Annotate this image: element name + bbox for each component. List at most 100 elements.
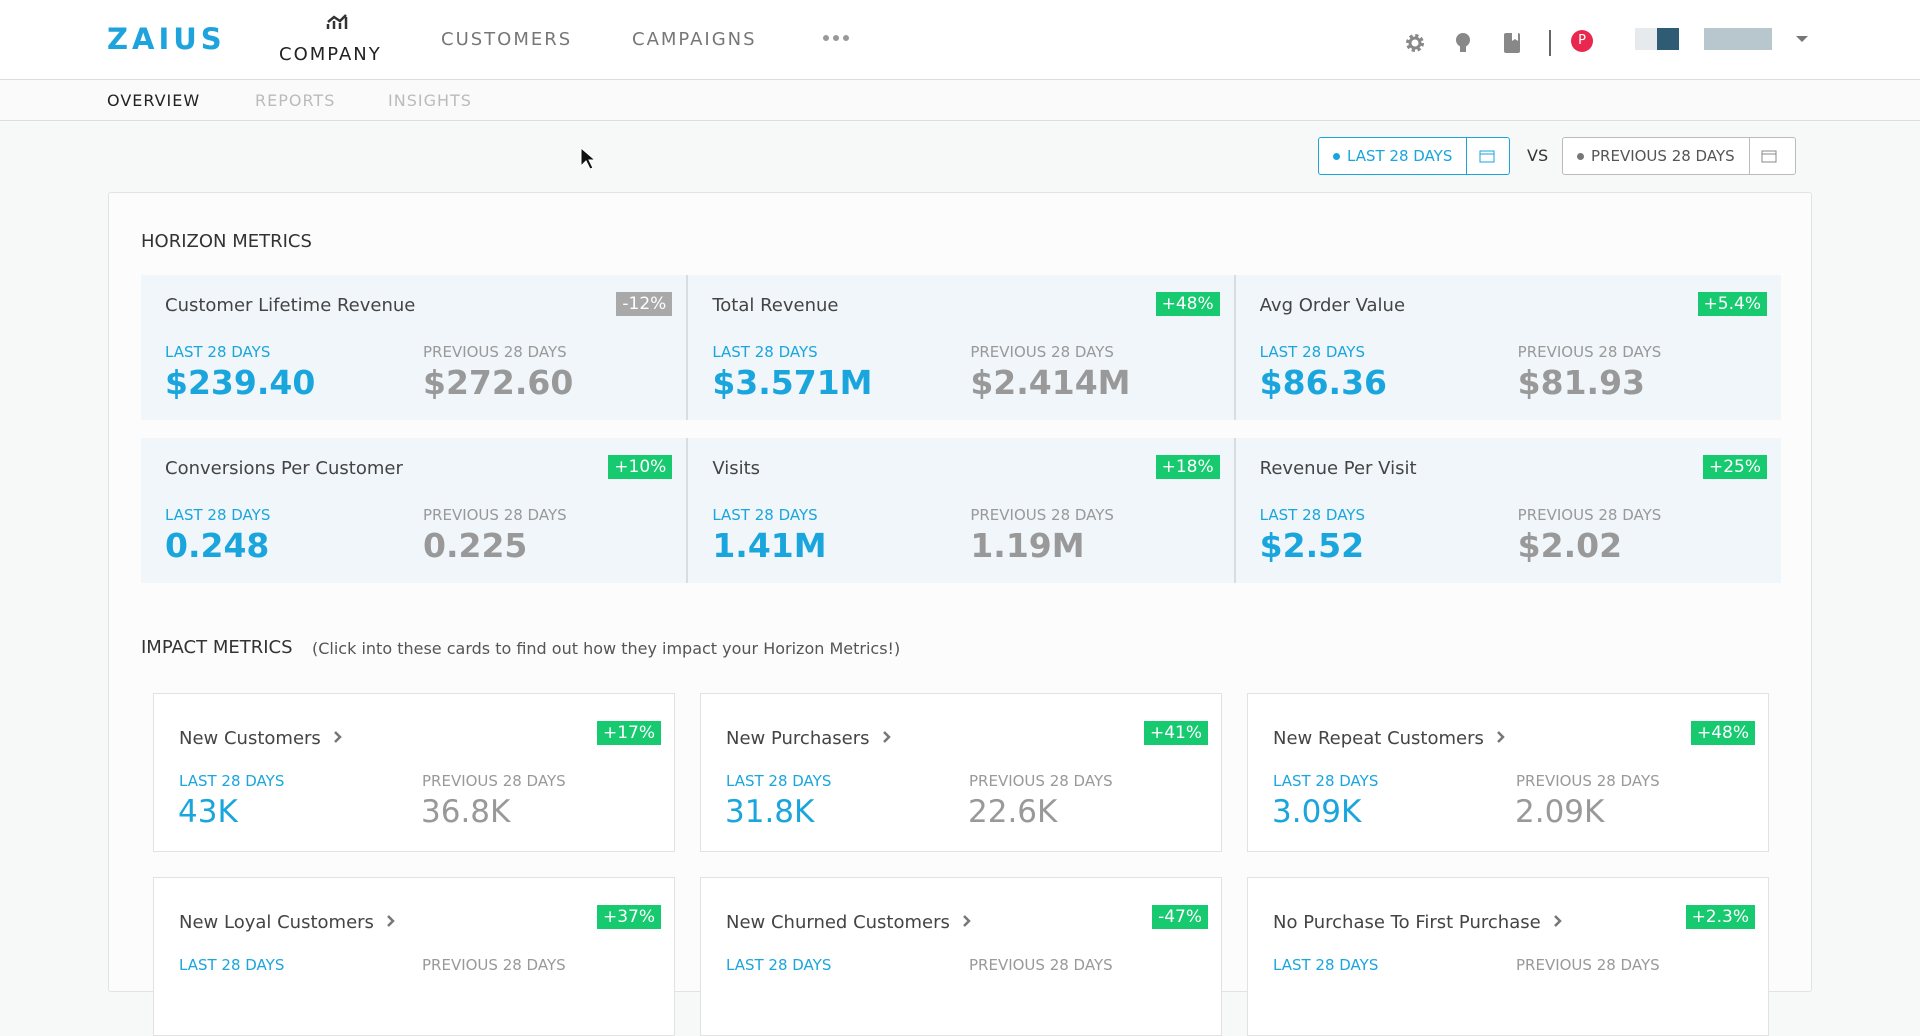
change-badge: +37% [596,905,661,929]
period-label: PREVIOUS 28 DAYS [1516,956,1660,974]
current-value: 3.09K [1272,794,1362,830]
period-label: LAST 28 DAYS [179,772,285,790]
previous-value: $272.60 [423,363,574,402]
change-badge: +48% [1155,292,1220,316]
current-value: 1.41M [712,526,827,565]
chevron [387,915,395,927]
logo[interactable]: ZAIUS [107,22,226,56]
period-label: LAST 28 DAYS [712,343,818,361]
chevron [1497,731,1505,743]
period-label: PREVIOUS 28 DAYS [1517,506,1662,524]
chevron [1553,915,1562,927]
previous-range[interactable]: PREVIOUS 28 DAYS [1562,137,1796,175]
change-badge: -47% [1152,905,1208,929]
sub-nav-item[interactable]: INSIGHTS [388,91,472,110]
period-label: PREVIOUS 28 DAYS [970,506,1114,524]
tips-icon[interactable] [1455,32,1471,54]
metric-name: New Loyal Customers [179,912,374,933]
company-icon [326,14,348,29]
docs-icon[interactable] [1503,32,1521,54]
period-label: PREVIOUS 28 DAYS [969,956,1113,974]
cursor [580,147,596,170]
nav-item[interactable]: CAMPAIGNS [632,29,757,50]
impact-card[interactable]: New Churned Customers -47% LAST 28 DAYS PRE… [700,877,1222,1036]
change-badge: +5.4% [1697,292,1767,316]
sub-nav-item[interactable]: OVERVIEW [107,91,201,110]
divider [1549,30,1551,56]
metric-name: New Customers [179,728,321,749]
impact-card[interactable]: New Purchasers +41% LAST 28 DAYS PREVIOUS 2… [700,693,1222,852]
previous-value: 2.09K [1515,794,1605,830]
previous-value: $81.93 [1517,363,1645,402]
previous-value: $2.02 [1517,526,1623,565]
sub-nav: OVERVIEW REPORTS INSIGHTS [0,80,1920,121]
metric-name: No Purchase To First Purchase [1273,912,1541,933]
current-value: $2.52 [1259,526,1365,565]
horizon-row: Conversions Per Customer +10% LAST 28 DAYS… [141,438,1781,583]
period-label: PREVIOUS 28 DAYS [970,343,1114,361]
change-badge: +41% [1143,721,1208,745]
impact-card[interactable]: New Customers +17% LAST 28 DAYS PREVIOUS 28… [153,693,675,852]
change-badge: +10% [608,455,673,479]
period-label: PREVIOUS 28 DAYS [423,506,567,524]
period-label: LAST 28 DAYS [712,506,818,524]
horizon-row: Customer Lifetime Revenue -12% LAST 28 DAY… [141,275,1781,420]
settings-icon[interactable] [1404,32,1426,54]
chevron [963,915,971,927]
change-badge: +17% [596,721,661,745]
period-label: LAST 28 DAYS [726,772,832,790]
redacted [1635,28,1657,50]
impact-card[interactable]: New Repeat Customers +48% LAST 28 DAYS PREV… [1247,693,1769,852]
metric-name: New Purchasers [726,728,870,749]
period-label: LAST 28 DAYS [1273,772,1379,790]
current-range[interactable]: LAST 28 DAYS [1318,137,1510,175]
horizon-card: Customer Lifetime Revenue -12% LAST 28 DAY… [141,275,686,420]
impact-card[interactable]: New Loyal Customers +37% LAST 28 DAYS PREVI… [153,877,675,1036]
metric-name: Revenue Per Visit [1259,458,1417,479]
change-badge: +48% [1690,721,1755,745]
previous-value: 22.6K [968,794,1058,830]
more-menu[interactable] [822,34,850,42]
change-badge: +2.3% [1685,905,1755,929]
vs-label: VS [1527,146,1549,165]
top-nav: ZAIUS COMPANY CUSTOMERS CAMPAIGNS P [0,0,1920,80]
section-subtitle: (Click into these cards to find out how … [312,639,901,658]
period-label: LAST 28 DAYS [165,343,271,361]
period-label: LAST 28 DAYS [165,506,271,524]
period-label: LAST 28 DAYS [1259,343,1365,361]
impact-card[interactable]: No Purchase To First Purchase +2.3% LAST 2… [1247,877,1769,1036]
account-caret[interactable] [1795,35,1809,43]
period-label: PREVIOUS 28 DAYS [422,956,566,974]
metric-name: New Churned Customers [726,912,950,933]
current-value: 31.8K [725,794,815,830]
section-title: HORIZON METRICS [141,231,312,252]
change-badge: +25% [1702,455,1767,479]
redacted [1657,28,1679,50]
period-label: PREVIOUS 28 DAYS [422,772,566,790]
avatar[interactable]: P [1571,30,1593,52]
current-value: 0.248 [165,526,270,565]
calendar-icon [1479,150,1495,163]
metrics-panel: HORIZON METRICS Customer Lifetime Revenu… [108,192,1812,1036]
current-value: $239.40 [165,363,316,402]
horizon-card: Conversions Per Customer +10% LAST 28 DAYS… [141,438,686,583]
metric-name: Customer Lifetime Revenue [165,295,416,316]
calendar-icon [1761,150,1777,163]
previous-value: 36.8K [421,794,511,830]
sub-nav-item[interactable]: REPORTS [255,91,336,110]
current-value: 43K [178,794,238,830]
horizon-card: Total Revenue +48% LAST 28 DAYS $3.571M PREV… [686,275,1233,420]
period-label: PREVIOUS 28 DAYS [969,772,1113,790]
current-value: $86.36 [1259,363,1387,402]
period-label: LAST 28 DAYS [726,956,832,974]
previous-value: 0.225 [423,526,528,565]
change-badge: -12% [616,292,673,316]
previous-value: 1.19M [970,526,1085,565]
chevron [333,731,342,743]
nav-item[interactable]: CUSTOMERS [441,29,573,50]
nav-item[interactable]: COMPANY [279,44,382,65]
section-title: IMPACT METRICS [141,637,293,658]
horizon-card: Visits +18% LAST 28 DAYS 1.41M PREVIOUS 28 D… [686,438,1233,583]
previous-value: $2.414M [970,363,1131,402]
period-label: PREVIOUS 28 DAYS [1517,343,1662,361]
